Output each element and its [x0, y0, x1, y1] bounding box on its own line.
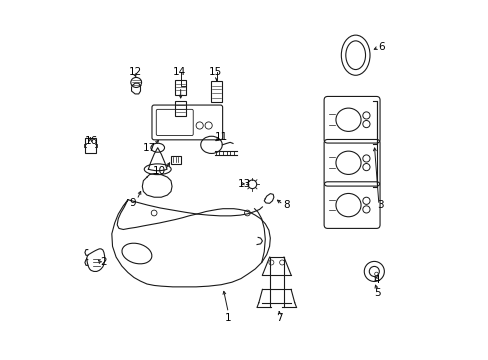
Text: 3: 3 [377, 200, 383, 210]
Text: 10: 10 [152, 166, 165, 176]
Text: 5: 5 [373, 288, 380, 298]
Text: 13: 13 [237, 179, 251, 189]
Text: 7: 7 [276, 313, 283, 323]
Text: 2: 2 [101, 257, 107, 267]
Text: 9: 9 [129, 198, 136, 208]
Text: 14: 14 [172, 67, 185, 77]
Text: 8: 8 [283, 200, 289, 210]
Text: 16: 16 [84, 136, 98, 145]
Text: 1: 1 [224, 313, 231, 323]
Text: 12: 12 [128, 67, 142, 77]
Text: 4: 4 [373, 275, 380, 285]
Text: 15: 15 [208, 67, 221, 77]
Text: 17: 17 [142, 143, 156, 153]
Text: 6: 6 [377, 42, 384, 52]
Text: 11: 11 [214, 132, 227, 142]
